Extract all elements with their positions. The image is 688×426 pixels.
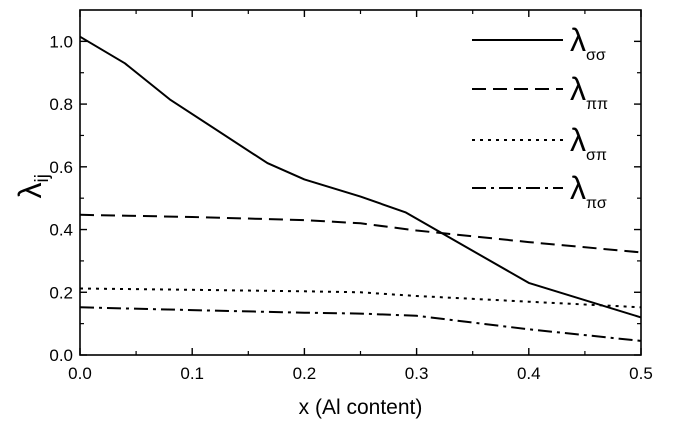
legend-label-2: λππ: [570, 71, 608, 113]
y-tick-label: 0.8: [49, 95, 73, 114]
legend-symbol: λ: [570, 22, 586, 58]
series-line-4: [79, 306, 642, 342]
x-tick-label: 0.0: [68, 364, 92, 383]
y-tick-label: 0.0: [49, 346, 73, 365]
x-tick-label: 0.4: [517, 364, 541, 383]
y-tick-label: 0.2: [49, 283, 73, 302]
x-tick-label: 0.2: [293, 364, 317, 383]
legend-label-1: λσσ: [570, 22, 606, 64]
y-tick-label: 0.4: [49, 221, 73, 240]
y-tick-label: 0.6: [49, 158, 73, 177]
legend-label-4: λπσ: [570, 170, 607, 212]
legend-symbol: λ: [570, 170, 586, 206]
x-tick-label: 0.3: [405, 364, 429, 383]
series-line-1: [79, 35, 642, 319]
legend-subscript: σπ: [586, 147, 607, 164]
y-axis: 0.0 0.2 0.4 0.6 0.8 1.0: [49, 32, 641, 365]
y-axis-label: λij: [12, 174, 53, 198]
series-line-2: [79, 213, 642, 254]
legend-symbol: λ: [570, 71, 586, 107]
y-axis-label-subscript: ij: [32, 174, 53, 182]
legend-label-3: λσπ: [570, 122, 607, 164]
y-axis-label-symbol: λ: [12, 183, 48, 199]
y-tick-label: 1.0: [49, 32, 73, 51]
x-axis: 0.0 0.1 0.2 0.3 0.4 0.5: [68, 10, 653, 383]
x-axis-label: x (Al content): [299, 396, 423, 419]
legend-subscript: σσ: [586, 47, 606, 64]
plot-frame: [79, 9, 642, 356]
legend-symbol: λ: [570, 122, 586, 158]
legend-subscript: ππ: [586, 96, 608, 113]
series-line-3: [79, 287, 642, 309]
series-layer: [79, 35, 642, 342]
legend-subscript: πσ: [586, 195, 607, 212]
x-tick-label: 0.1: [180, 364, 204, 383]
x-tick-label: 0.5: [629, 364, 653, 383]
